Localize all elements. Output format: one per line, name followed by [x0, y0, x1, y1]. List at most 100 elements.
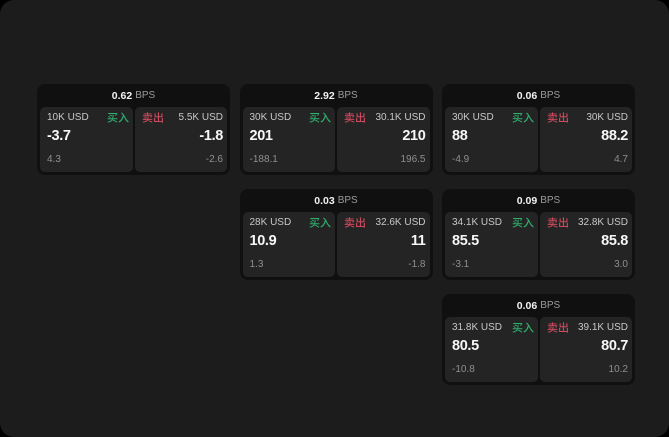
sell-price: -1.8 [199, 128, 223, 144]
sell-side-label [344, 112, 365, 123]
sell-size-label: 32.6K USD [375, 217, 426, 228]
sell-quote-panel[interactable]: 32.6K USD 11 -1.8 [337, 212, 430, 277]
spread-value: 0.06 [516, 89, 538, 102]
buy-price: 85.5 [452, 233, 479, 249]
sell-quote-panel[interactable]: 32.8K USD 85.8 3.0 [539, 212, 632, 277]
quote-card[interactable]: 0.06 BPS 30K USD 88 -4.9 30K U [442, 84, 635, 175]
buy-change: -188.1 [249, 154, 278, 165]
buy-size-label: 31.8K USD [452, 322, 503, 333]
sell-size-label: 32.8K USD [577, 217, 628, 228]
spread-unit: BPS [337, 195, 358, 206]
quote-card[interactable]: 2.92 BPS 30K USD 201 -188.1 30 [239, 84, 433, 175]
sell-panel-top-row: 30.1K USD [344, 111, 426, 124]
buy-side-label [512, 217, 534, 228]
sell-price: 11 [410, 233, 426, 249]
buy-panel-top-row: 28K USD [250, 216, 332, 229]
sell-price: 88.2 [601, 128, 628, 144]
buy-price: 88 [452, 128, 468, 144]
buy-quote-panel[interactable]: 34.1K USD 85.5 -3.1 [445, 212, 538, 277]
buy-change: 4.3 [47, 154, 61, 165]
sell-quote-panel[interactable]: 39.1K USD 80.7 10.2 [539, 317, 632, 382]
buy-size-label: 28K USD [249, 217, 292, 228]
sell-size-label: 30K USD [586, 112, 628, 123]
quote-card-grid: 0.62 BPS 10K USD -3.7 4.3 5.5K [37, 84, 635, 385]
sell-change: 196.5 [400, 154, 426, 165]
sell-side-label [344, 217, 365, 228]
buy-size-label: 30K USD [452, 112, 494, 123]
sell-size-label: 30.1K USD [375, 112, 426, 123]
buy-price: -3.7 [47, 128, 71, 144]
buy-side-label [309, 112, 331, 123]
quote-card[interactable]: 0.09 BPS 34.1K USD 85.5 -3.1 3 [442, 189, 635, 280]
sell-quote-panel[interactable]: 30K USD 88.2 4.7 [539, 107, 632, 172]
spread-unit: BPS [540, 300, 561, 311]
buy-price: 10.9 [249, 233, 277, 249]
buy-quote-panel[interactable]: 30K USD 201 -188.1 [242, 107, 335, 172]
quote-card-body: 10K USD -3.7 4.3 5.5K USD -1.8 -2.6 [40, 107, 227, 172]
sell-price: 85.8 [601, 233, 628, 249]
quote-card-body: 34.1K USD 85.5 -3.1 32.8K USD 85.8 3.0 [445, 212, 632, 277]
sell-panel-top-row: 39.1K USD [547, 321, 628, 334]
spread-header: 0.03 BPS [243, 189, 430, 212]
buy-change: -10.8 [452, 364, 475, 375]
buy-price: 201 [249, 128, 274, 144]
sell-change: 10.2 [608, 364, 628, 375]
sell-panel-top-row: 32.8K USD [547, 216, 628, 229]
buy-change: 1.3 [249, 259, 264, 270]
sell-side-label [142, 112, 163, 123]
spread-value: 0.62 [111, 89, 133, 102]
quote-card-body: 31.8K USD 80.5 -10.8 39.1K USD 80.7 10.2 [445, 317, 632, 382]
sell-side-label [547, 217, 568, 228]
spread-unit: BPS [135, 90, 156, 101]
buy-size-label: 30K USD [249, 112, 292, 123]
buy-quote-panel[interactable]: 28K USD 10.9 1.3 [242, 212, 335, 277]
sell-quote-panel[interactable]: 30.1K USD 210 196.5 [337, 107, 430, 172]
spread-value: 0.06 [516, 299, 538, 312]
sell-price: 210 [402, 128, 426, 144]
buy-side-label [107, 112, 129, 123]
quote-card-body: 30K USD 88 -4.9 30K USD 88.2 4.7 [445, 107, 632, 172]
quote-card[interactable]: 0.06 BPS 31.8K USD 80.5 -10.8 [442, 294, 635, 385]
quote-card-body: 28K USD 10.9 1.3 32.6K USD 11 -1.8 [242, 212, 430, 277]
sell-side-label [547, 322, 568, 333]
buy-side-label [512, 112, 534, 123]
buy-side-label [512, 322, 534, 333]
quote-card-body: 30K USD 201 -188.1 30.1K USD 210 196.5 [242, 107, 430, 172]
spread-unit: BPS [337, 90, 358, 101]
sell-change: 4.7 [614, 154, 628, 165]
buy-side-label [309, 217, 331, 228]
spread-header: 0.62 BPS [40, 84, 227, 107]
sell-price: 80.7 [601, 338, 628, 354]
buy-price: 80.5 [452, 338, 479, 354]
buy-quote-panel[interactable]: 10K USD -3.7 4.3 [40, 107, 133, 172]
spread-unit: BPS [540, 90, 561, 101]
sell-size-label: 39.1K USD [577, 322, 628, 333]
buy-panel-top-row: 30K USD [250, 111, 332, 124]
quote-card[interactable]: 0.62 BPS 10K USD -3.7 4.3 5.5K [37, 84, 230, 175]
buy-panel-top-row: 10K USD [47, 111, 129, 124]
sell-size-label: 5.5K USD [178, 112, 223, 123]
quote-card[interactable]: 0.03 BPS 28K USD 10.9 1.3 32.6 [239, 189, 433, 280]
spread-header: 2.92 BPS [243, 84, 430, 107]
buy-size-label: 34.1K USD [452, 217, 503, 228]
buy-panel-top-row: 30K USD [452, 111, 534, 124]
sell-panel-top-row: 32.6K USD [344, 216, 426, 229]
sell-change: -1.8 [408, 259, 426, 270]
spread-header: 0.06 BPS [445, 294, 632, 317]
spread-header: 0.06 BPS [445, 84, 632, 107]
buy-change: -4.9 [452, 154, 470, 165]
sell-side-label [547, 112, 568, 123]
sell-quote-panel[interactable]: 5.5K USD -1.8 -2.6 [134, 107, 227, 172]
sell-panel-top-row: 5.5K USD [142, 111, 223, 124]
buy-panel-top-row: 34.1K USD [452, 216, 534, 229]
spread-value: 0.09 [516, 194, 538, 207]
buy-change: -3.1 [452, 259, 470, 270]
sell-change: 3.0 [614, 259, 628, 270]
spread-unit: BPS [540, 195, 561, 206]
spread-header: 0.09 BPS [445, 189, 632, 212]
buy-panel-top-row: 31.8K USD [452, 321, 534, 334]
buy-size-label: 10K USD [47, 112, 89, 123]
buy-quote-panel[interactable]: 30K USD 88 -4.9 [445, 107, 538, 172]
sell-change: -2.6 [205, 154, 223, 165]
buy-quote-panel[interactable]: 31.8K USD 80.5 -10.8 [445, 317, 538, 382]
